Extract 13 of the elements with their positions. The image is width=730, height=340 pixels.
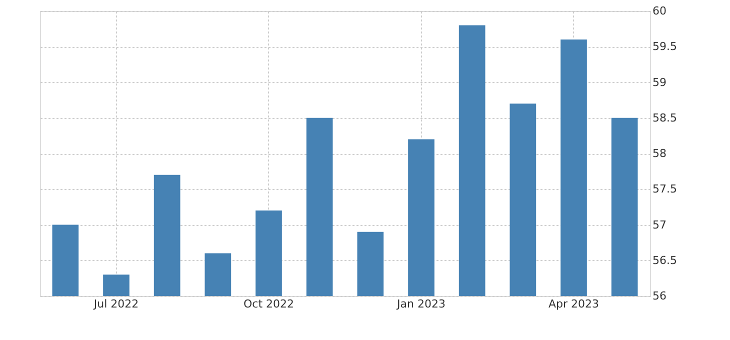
x-tick-label: Oct 2022 [243, 298, 294, 310]
y-tick-label: 56.5 [652, 254, 677, 267]
y-tick-label: 57.5 [652, 182, 677, 196]
y-tick-label: 60 [652, 4, 666, 18]
y-tick-label: 58.5 [652, 111, 677, 124]
y-tick-label: 58 [652, 147, 666, 160]
y-tick-label: 57 [652, 218, 666, 232]
x-tick-label: Jan 2023 [396, 298, 446, 310]
y-tick-label: 56 [652, 290, 666, 302]
x-tick-label: Jul 2022 [92, 298, 139, 310]
y-tick-label: 59.5 [652, 40, 677, 54]
x-tick-label: Apr 2023 [548, 298, 600, 310]
y-tick-label: 59 [652, 76, 666, 89]
